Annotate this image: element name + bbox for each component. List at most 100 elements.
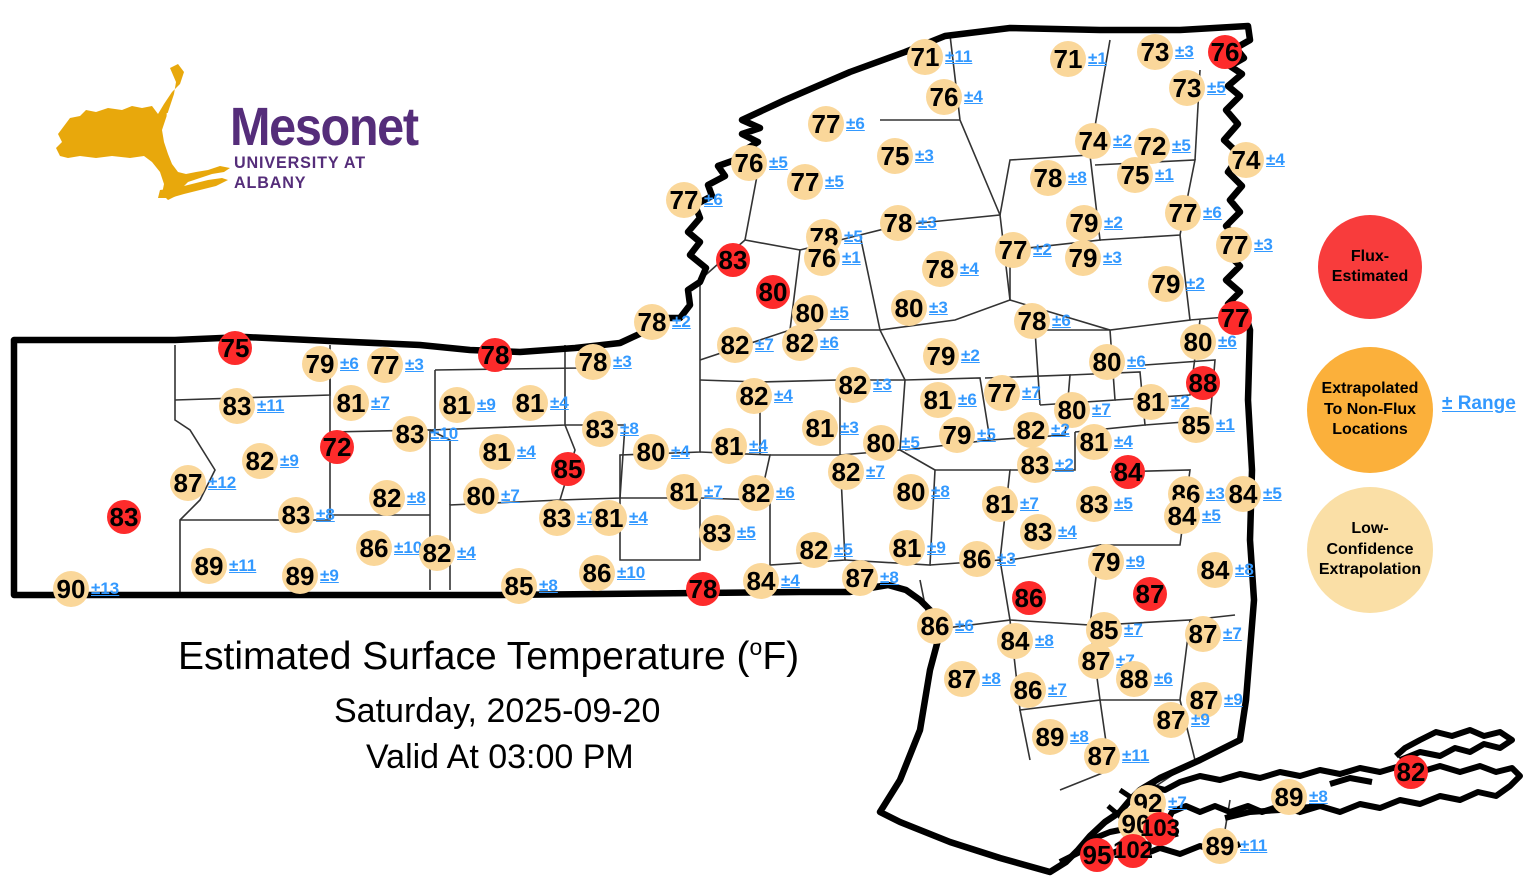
station-marker[interactable]: 77 ±2 — [995, 232, 1052, 268]
station-marker[interactable]: 74 ±2 — [1075, 123, 1132, 159]
station-marker[interactable]: 81 ±4 — [1076, 424, 1133, 460]
station-marker[interactable]: 80 ±5 — [863, 425, 920, 461]
station-marker[interactable]: 88 — [1186, 366, 1220, 400]
station-marker[interactable]: 78 ±3 — [880, 205, 937, 241]
station-marker[interactable]: 85 ±8 — [501, 568, 558, 604]
station-marker[interactable]: 82 ±8 — [369, 480, 426, 516]
station-marker[interactable]: 72 ±5 — [1134, 128, 1191, 164]
station-marker[interactable]: 73 ±5 — [1169, 70, 1226, 106]
station-marker[interactable]: 86 ±7 — [1010, 672, 1067, 708]
station-marker[interactable]: 71 ±11 — [907, 39, 972, 75]
station-marker[interactable]: 77 ±7 — [984, 375, 1041, 411]
station-marker[interactable]: 89 ±8 — [1271, 779, 1328, 815]
station-marker[interactable]: 81 ±4 — [711, 428, 768, 464]
station-marker[interactable]: 89 ±8 — [1032, 719, 1089, 755]
station-marker[interactable]: 84 — [1111, 455, 1145, 489]
station-marker[interactable]: 82 ±5 — [796, 532, 853, 568]
station-marker[interactable]: 87 ±7 — [1078, 643, 1135, 679]
station-marker[interactable]: 75 — [218, 331, 252, 365]
station-marker[interactable]: 77 — [1218, 301, 1252, 335]
station-marker[interactable]: 83 ±2 — [1017, 447, 1074, 483]
station-marker[interactable]: 83 ±5 — [1076, 486, 1133, 522]
station-marker[interactable]: 89 ±9 — [282, 558, 339, 594]
station-marker[interactable]: 77 ±3 — [1216, 227, 1273, 263]
station-marker[interactable]: 79 ±3 — [1065, 240, 1122, 276]
station-marker[interactable]: 82 ±6 — [738, 475, 795, 511]
station-marker[interactable]: 77 ±3 — [367, 347, 424, 383]
station-marker[interactable]: 90 ±13 — [53, 571, 119, 607]
station-marker[interactable]: 83 ±10 — [392, 416, 458, 452]
station-marker[interactable]: 87 ±12 — [170, 465, 236, 501]
station-marker[interactable]: 82 ±4 — [419, 535, 476, 571]
station-marker[interactable]: 81 ±4 — [512, 385, 569, 421]
station-marker[interactable]: 103 — [1140, 812, 1180, 846]
station-marker[interactable]: 86 ±3 — [959, 541, 1016, 577]
station-marker[interactable]: 80 ±4 — [633, 434, 690, 470]
station-marker[interactable]: 75 ±1 — [1117, 157, 1174, 193]
station-marker[interactable]: 73 ±3 — [1137, 34, 1194, 70]
station-marker[interactable]: 80 ±3 — [891, 290, 948, 326]
station-marker[interactable]: 83 — [107, 500, 141, 534]
station-marker[interactable]: 80 ±7 — [463, 478, 520, 514]
station-marker[interactable]: 86 ±10 — [356, 530, 422, 566]
station-marker[interactable]: 83 ±4 — [1020, 514, 1077, 550]
station-marker[interactable]: 88 ±6 — [1116, 661, 1173, 697]
station-marker[interactable]: 79 ±2 — [1066, 205, 1123, 241]
station-marker[interactable]: 81 ±4 — [479, 434, 536, 470]
station-marker[interactable]: 80 — [756, 275, 790, 309]
station-marker[interactable]: 87 ±8 — [842, 560, 899, 596]
station-marker[interactable]: 84 ±8 — [997, 623, 1054, 659]
station-marker[interactable]: 81 ±9 — [889, 530, 946, 566]
station-marker[interactable]: 76 ±5 — [731, 145, 788, 181]
station-marker[interactable]: 77 ±6 — [1165, 195, 1222, 231]
station-marker[interactable]: 84 ±5 — [1164, 498, 1221, 534]
station-marker[interactable]: 81 ±9 — [439, 387, 496, 423]
station-marker[interactable]: 74 ±4 — [1228, 142, 1285, 178]
station-marker[interactable]: 86 ±6 — [917, 608, 974, 644]
station-marker[interactable]: 76 ±1 — [804, 240, 861, 276]
station-marker[interactable]: 85 ±1 — [1178, 407, 1235, 443]
station-marker[interactable]: 78 ±2 — [634, 304, 691, 340]
station-marker[interactable]: 82 ±2 — [1013, 412, 1070, 448]
station-marker[interactable]: 76 — [1208, 35, 1242, 69]
station-marker[interactable]: 80 ±6 — [1180, 324, 1237, 360]
station-marker[interactable]: 71 ±1 — [1050, 41, 1107, 77]
station-marker[interactable]: 83 ±8 — [278, 497, 335, 533]
station-marker[interactable]: 82 ±7 — [828, 454, 885, 490]
station-marker[interactable]: 95 — [1080, 838, 1114, 872]
station-marker[interactable]: 87 ±8 — [944, 661, 1001, 697]
station-marker[interactable]: 83 ±11 — [219, 388, 284, 424]
station-marker[interactable]: 82 — [1394, 755, 1428, 789]
station-marker[interactable]: 82 ±6 — [782, 325, 839, 361]
station-marker[interactable]: 82 ±3 — [835, 367, 892, 403]
station-marker[interactable]: 75 ±3 — [877, 138, 934, 174]
station-marker[interactable]: 87 ±7 — [1185, 616, 1242, 652]
station-marker[interactable]: 85 ±7 — [1086, 612, 1143, 648]
station-marker[interactable]: 89 ±11 — [1202, 828, 1267, 864]
station-marker[interactable]: 79 ±2 — [1148, 266, 1205, 302]
station-marker[interactable]: 81 ±2 — [1133, 384, 1190, 420]
station-marker[interactable]: 87 ±9 — [1186, 682, 1243, 718]
station-marker[interactable]: 80 ±8 — [893, 474, 950, 510]
station-marker[interactable]: 82 ±4 — [736, 378, 793, 414]
station-marker[interactable]: 78 ±6 — [1014, 303, 1071, 339]
station-marker[interactable]: 83 ±5 — [699, 515, 756, 551]
station-marker[interactable]: 89 ±11 — [191, 548, 256, 584]
station-marker[interactable]: 81 ±7 — [333, 385, 390, 421]
station-marker[interactable]: 80 ±5 — [792, 295, 849, 331]
station-marker[interactable]: 77 ±6 — [808, 106, 865, 142]
station-marker[interactable]: 83 ±8 — [582, 411, 639, 447]
station-marker[interactable]: 102 — [1113, 834, 1153, 868]
station-marker[interactable]: 77 ±5 — [787, 164, 844, 200]
station-marker[interactable]: 85 — [551, 452, 585, 486]
station-marker[interactable]: 84 ±8 — [1197, 552, 1254, 588]
station-marker[interactable]: 78 — [478, 338, 512, 372]
station-marker[interactable]: 86 — [1012, 581, 1046, 615]
station-marker[interactable]: 82 ±9 — [242, 443, 299, 479]
station-marker[interactable]: 83 ±7 — [539, 500, 596, 536]
station-marker[interactable]: 79 ±2 — [923, 338, 980, 374]
station-marker[interactable]: 80 ±6 — [1089, 344, 1146, 380]
station-marker[interactable]: 79 ±9 — [1088, 544, 1145, 580]
station-marker[interactable]: 87 ±9 — [1153, 702, 1210, 738]
station-marker[interactable]: 84 ±4 — [743, 563, 800, 599]
